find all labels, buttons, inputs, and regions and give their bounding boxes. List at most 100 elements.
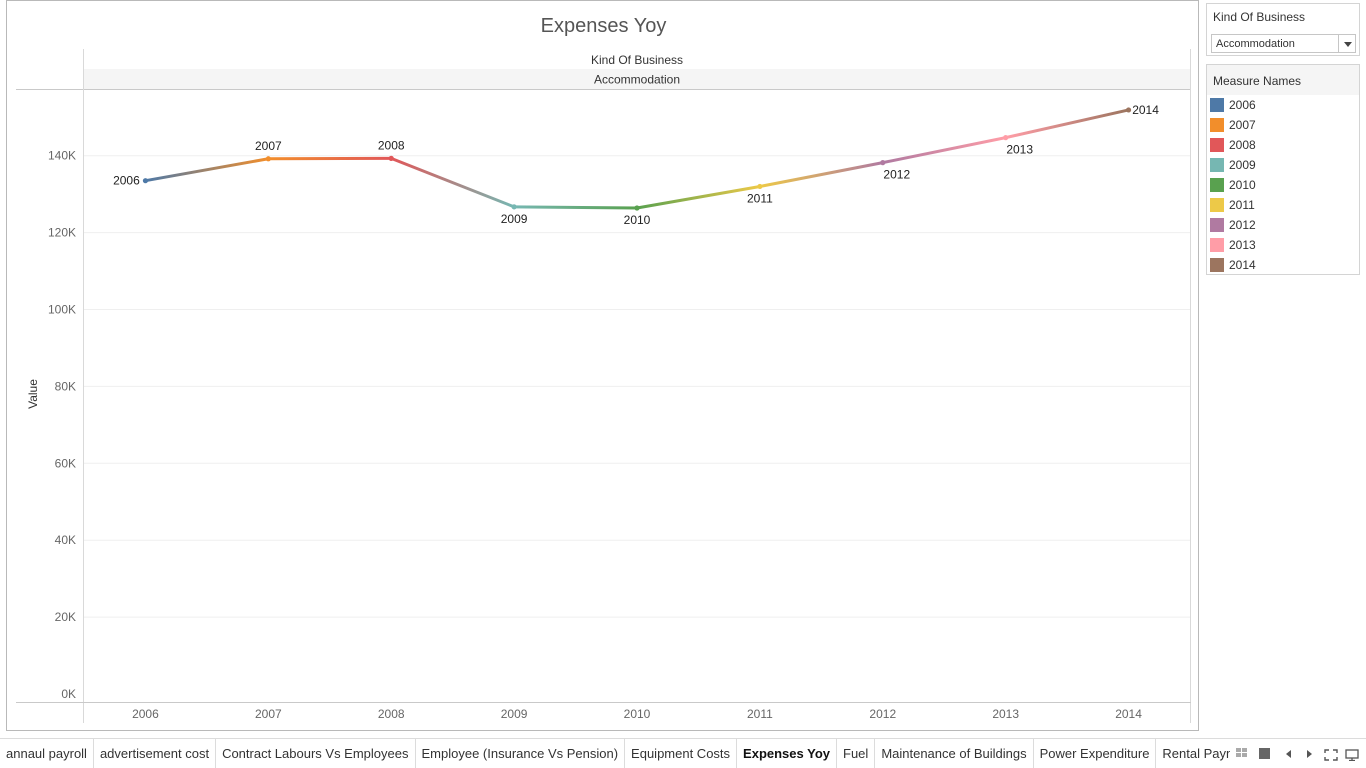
data-point[interactable]	[1003, 135, 1009, 141]
x-tick-label: 2013	[992, 707, 1019, 721]
x-tick-label: 2010	[624, 707, 651, 721]
sheet-tab[interactable]: Rental Payments	[1156, 739, 1230, 768]
line-segment	[1004, 108, 1131, 140]
sheet-tab[interactable]: Expenses Yoy	[737, 739, 838, 768]
sheet-tab[interactable]: Employee (Insurance Vs Pension)	[416, 739, 626, 768]
legend-item-2010[interactable]: 2010	[1210, 177, 1355, 197]
y-tick-label: 80K	[55, 379, 76, 393]
data-label: 2008	[378, 138, 405, 152]
sheet-tab[interactable]: Maintenance of Buildings	[875, 739, 1034, 768]
y-tick-label: 100K	[48, 303, 76, 317]
point-labels: 2006 2007 2008 2009 2010 2011 2012 2013 2014	[113, 103, 1159, 227]
legend-label: 2008	[1229, 138, 1256, 152]
line-segment	[389, 156, 516, 209]
legend-label: 2011	[1229, 198, 1255, 212]
y-axis-ticks: 0K 20K 40K 60K 80K 100K 120K 140K	[48, 149, 76, 701]
x-tick-label: 2014	[1115, 707, 1142, 721]
y-axis-title: Value	[26, 379, 40, 409]
line-segment	[143, 157, 270, 183]
x-tick-label: 2007	[255, 707, 282, 721]
data-label: 2009	[501, 212, 528, 226]
tab-controls	[1232, 739, 1366, 768]
x-tick-label: 2008	[378, 707, 405, 721]
legend-swatch	[1210, 198, 1224, 212]
legend-swatch	[1210, 138, 1224, 152]
sheet-tab[interactable]: Equipment Costs	[625, 739, 738, 768]
legend-label: 2009	[1229, 158, 1256, 172]
legend-item-2014[interactable]: 2014	[1210, 257, 1355, 277]
line-segment	[635, 184, 762, 210]
legend-swatch	[1210, 98, 1224, 112]
series-points	[142, 107, 1132, 211]
show-filmstrip-icon[interactable]	[1236, 748, 1250, 760]
presentation-mode-icon[interactable]	[1345, 748, 1359, 762]
next-sheet-icon[interactable]	[1302, 748, 1316, 760]
legend-item-2012[interactable]: 2012	[1210, 217, 1355, 237]
line-chart: Kind Of Business Accommodation Value 0K 2…	[16, 49, 1191, 723]
x-tick-label: 2009	[501, 707, 528, 721]
data-point[interactable]	[1125, 107, 1132, 113]
data-point[interactable]	[388, 155, 394, 161]
legend-label: 2006	[1229, 98, 1256, 112]
show-tabs-icon[interactable]	[1258, 748, 1272, 760]
legend-title: Measure Names	[1207, 65, 1359, 95]
x-tick-label: 2006	[132, 707, 159, 721]
header-value: Accommodation	[594, 73, 680, 87]
legend-swatch	[1210, 178, 1224, 192]
data-label: 2013	[1006, 143, 1033, 157]
data-label: 2012	[883, 168, 910, 182]
line-segment	[758, 161, 885, 188]
data-label: 2010	[624, 213, 651, 227]
legend-label: 2014	[1229, 258, 1256, 272]
legend-label: 2013	[1229, 238, 1256, 252]
data-point[interactable]	[142, 178, 149, 184]
legend-label: 2012	[1229, 218, 1256, 232]
y-tick-label: 20K	[55, 610, 76, 624]
fullscreen-icon[interactable]	[1324, 748, 1338, 761]
y-tick-label: 120K	[48, 226, 76, 240]
sheet-tabs: annaul payroll advertisement cost Contract…	[0, 739, 1230, 768]
x-tick-label: 2012	[869, 707, 896, 721]
legend-item-2013[interactable]: 2013	[1210, 237, 1355, 257]
x-tick-label: 2011	[747, 707, 773, 721]
y-tick-label: 60K	[55, 456, 76, 470]
kind-of-business-dropdown[interactable]: Accommodation	[1211, 34, 1356, 53]
legend-swatch	[1210, 258, 1224, 272]
data-label: 2011	[747, 191, 773, 205]
legend-item-2009[interactable]: 2009	[1210, 157, 1355, 177]
gridlines	[84, 155, 1190, 618]
header-field-label: Kind Of Business	[591, 53, 683, 67]
sheet-tab[interactable]: Power Expenditure	[1034, 739, 1157, 768]
y-tick-label: 40K	[55, 533, 76, 547]
sheet-tab-strip: annaul payroll advertisement cost Contract…	[0, 738, 1366, 768]
measure-names-legend: Measure Names 2006 2007 2008 2009 2010 2011 20…	[1206, 64, 1360, 275]
legend-item-2011[interactable]: 2011	[1210, 197, 1355, 217]
header-band	[84, 69, 1191, 89]
sheet-tab[interactable]: Contract Labours Vs Employees	[216, 739, 416, 768]
data-point[interactable]	[880, 160, 886, 166]
legend-swatch	[1210, 238, 1224, 252]
chevron-down-icon[interactable]	[1344, 42, 1352, 47]
line-segment	[881, 136, 1008, 165]
legend-item-2006[interactable]: 2006	[1210, 97, 1355, 117]
legend-swatch	[1210, 118, 1224, 132]
filter-title: Kind Of Business	[1213, 10, 1306, 24]
data-label: 2014	[1132, 103, 1159, 117]
data-label: 2006	[113, 174, 140, 188]
legend-swatch	[1210, 158, 1224, 172]
legend-item-2007[interactable]: 2007	[1210, 117, 1355, 137]
x-axis-ticks: 2006 2007 2008 2009 2010 2011 2012 2013 2014	[132, 707, 1142, 721]
legend-list: 2006 2007 2008 2009 2010 2011 2012 2013 2014	[1210, 97, 1355, 277]
sheet-tab[interactable]: Fuel	[837, 739, 876, 768]
data-point[interactable]	[511, 204, 517, 210]
sheet-tab[interactable]: advertisement cost	[94, 739, 217, 768]
worksheet-frame: Expenses Yoy Kind Of Business Accommodat…	[6, 0, 1199, 731]
data-point[interactable]	[634, 205, 640, 211]
line-segment	[512, 205, 639, 210]
sheet-tab[interactable]: annaul payroll	[0, 739, 94, 768]
previous-sheet-icon[interactable]	[1282, 748, 1296, 760]
legend-swatch	[1210, 218, 1224, 232]
data-point[interactable]	[757, 183, 763, 190]
legend-item-2008[interactable]: 2008	[1210, 137, 1355, 157]
data-point[interactable]	[265, 156, 271, 162]
